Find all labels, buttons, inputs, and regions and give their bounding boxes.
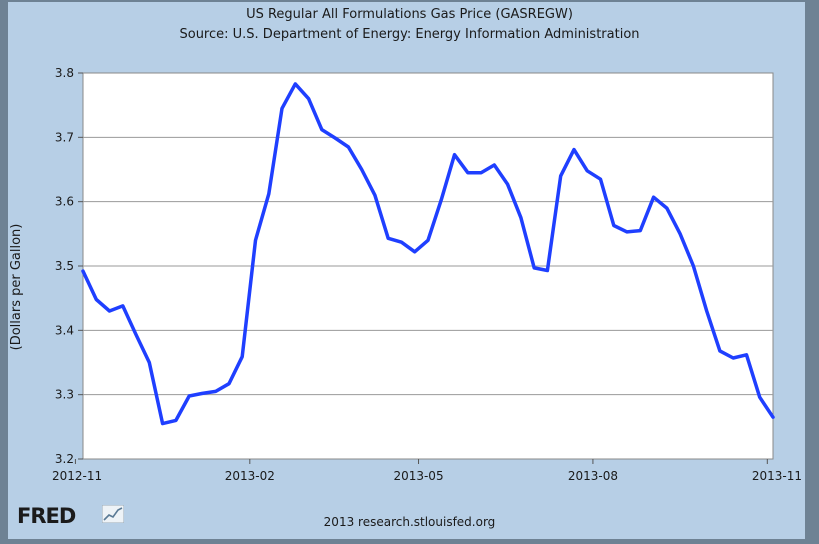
data-point [82,270,84,272]
x-tick-label: 2012-11 [52,469,102,483]
data-point [626,231,628,233]
data-point [440,198,443,201]
chart-line-icon [102,505,124,523]
data-point [374,194,376,197]
data-point [108,310,111,312]
data-point [400,241,403,243]
data-point [413,251,416,253]
data-point [639,229,642,232]
y-axis-label: (Dollars per Gallon) [9,224,24,351]
data-point [214,390,217,393]
data-point [95,298,98,301]
data-point [228,382,230,385]
y-tick-label: 3.4 [55,323,74,337]
y-tick-label: 3.8 [55,66,74,80]
data-point [732,357,734,359]
x-tick-label: 2013-05 [393,469,443,483]
data-point [719,350,721,352]
data-point [546,269,549,272]
y-tick-label: 3.6 [55,195,74,209]
data-point [175,419,177,422]
chart-subtitle: Source: U.S. Department of Energy: Energ… [179,27,640,42]
fred-logo: FRED [17,504,76,528]
data-point [254,239,257,242]
x-tick-label: 2013-02 [225,469,275,483]
y-tick-label: 3.2 [55,452,74,466]
y-tick-label: 3.7 [55,130,74,144]
data-point [281,107,283,110]
data-point [321,128,323,131]
data-point [573,148,575,151]
data-point [493,164,496,166]
data-point [294,83,297,85]
data-point [559,175,562,177]
series-layer [81,82,775,426]
data-point [148,361,151,364]
data-point [467,171,469,174]
data-point [427,239,429,242]
data-point [135,334,137,336]
data-point [758,396,761,399]
data-point [506,183,509,186]
data-point [692,265,695,267]
data-point [679,233,681,235]
y-tick-label: 3.3 [55,388,74,402]
data-point [772,416,774,418]
data-point [612,224,615,227]
data-point [599,178,602,180]
data-point [520,216,522,219]
data-point [387,237,389,240]
y-tick-label: 3.5 [55,259,74,273]
data-point [201,392,204,395]
data-point [533,267,535,269]
x-tick-label: 2013-08 [568,469,618,483]
data-point [267,193,270,195]
data-point [666,207,668,209]
data-point [652,196,655,198]
data-point [334,137,336,139]
data-point [480,171,482,174]
data-point [188,395,190,397]
data-point [307,97,310,100]
data-point [705,310,708,312]
data-point [586,169,589,172]
data-point [453,153,456,156]
x-tick-label: 2013-11 [752,469,802,483]
source-credit: 2013 research.stlouisfed.org [323,515,496,529]
data-point [241,355,244,358]
data-point [122,305,124,307]
data-point [745,353,748,356]
y-axis-ticks: 3.2 3.3 3.4 3.5 3.6 3.7 3.8 [55,66,83,466]
data-point [347,146,350,148]
data-point [161,422,164,425]
data-point [360,168,363,171]
chart-title: US Regular All Formulations Gas Price (G… [246,7,573,22]
x-axis-ticks: 2012-11 2013-02 2013-05 2013-08 2013-11 [52,459,802,483]
